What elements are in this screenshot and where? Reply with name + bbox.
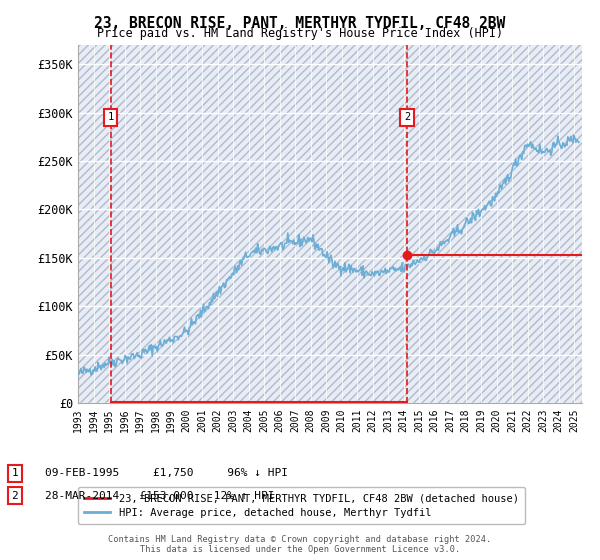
Text: 28-MAR-2014   £153,000   12% ↑ HPI: 28-MAR-2014 £153,000 12% ↑ HPI	[45, 491, 275, 501]
Text: Price paid vs. HM Land Registry's House Price Index (HPI): Price paid vs. HM Land Registry's House …	[97, 27, 503, 40]
Text: 2: 2	[11, 491, 19, 501]
Legend: 23, BRECON RISE, PANT, MERTHYR TYDFIL, CF48 2BW (detached house), HPI: Average p: 23, BRECON RISE, PANT, MERTHYR TYDFIL, C…	[78, 487, 525, 524]
Text: 1: 1	[11, 468, 19, 478]
Text: 23, BRECON RISE, PANT, MERTHYR TYDFIL, CF48 2BW: 23, BRECON RISE, PANT, MERTHYR TYDFIL, C…	[94, 16, 506, 31]
Text: 09-FEB-1995     £1,750     96% ↓ HPI: 09-FEB-1995 £1,750 96% ↓ HPI	[45, 468, 288, 478]
Text: 1: 1	[107, 113, 113, 123]
Text: Contains HM Land Registry data © Crown copyright and database right 2024.
This d: Contains HM Land Registry data © Crown c…	[109, 535, 491, 554]
Text: 2: 2	[404, 113, 410, 123]
